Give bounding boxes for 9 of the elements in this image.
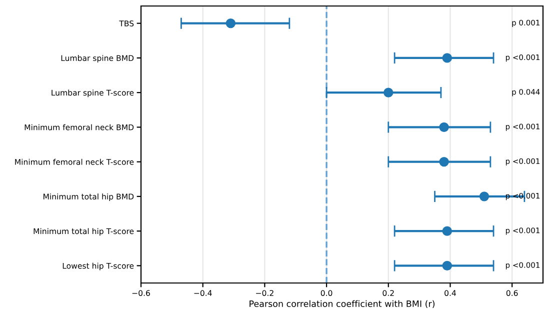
point <box>384 88 394 98</box>
point <box>439 156 449 167</box>
point <box>442 53 452 63</box>
point <box>226 18 236 28</box>
point <box>439 122 449 132</box>
point <box>479 192 490 202</box>
point <box>442 226 452 236</box>
point <box>442 260 452 271</box>
x-axis-title: Pearson correlation coefficient with BMI (r) <box>250 300 434 308</box>
